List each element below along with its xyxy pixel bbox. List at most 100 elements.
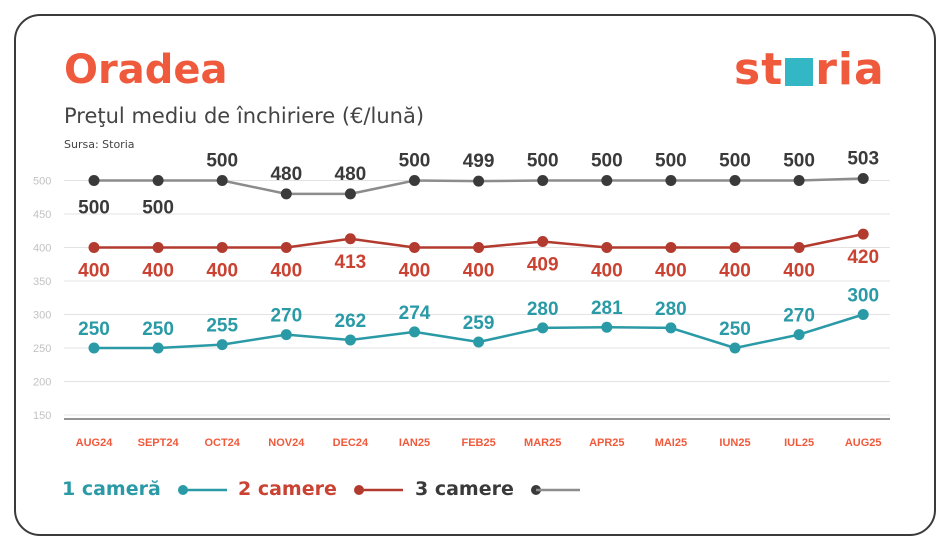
y-tick-label: 250 [33,343,51,355]
data-label-two-rooms: 400 [783,261,815,282]
data-label-three-rooms: 499 [463,151,495,172]
chart-city-title: Oradea [64,47,228,93]
point-two-rooms [601,242,613,253]
data-label-two-rooms: 400 [142,261,174,282]
x-tick-label: AUG24 [76,437,114,449]
point-two-rooms [537,235,549,247]
data-label-three-rooms: 500 [527,151,559,172]
y-tick-label: 200 [33,377,51,389]
point-three-rooms [473,175,485,187]
point-two-rooms [857,228,869,240]
y-tick-label: 300 [33,310,51,322]
point-one-room [537,322,549,334]
x-tick-label: AUG25 [845,437,882,449]
point-one-room [729,342,741,354]
point-three-rooms [665,175,677,186]
data-label-one-room: 270 [270,306,302,327]
x-tick-label: IAN25 [399,437,430,449]
legend-one-room-label: 1 cameră [62,478,161,500]
point-three-rooms [216,175,228,186]
data-label-three-rooms: 500 [591,151,623,172]
point-three-rooms [344,188,356,200]
data-label-two-rooms: 400 [463,261,495,282]
chart-source: Sursa: Storia [64,138,135,151]
data-label-three-rooms: 500 [783,151,815,172]
data-label-two-rooms: 400 [399,261,431,282]
point-one-room [216,339,228,351]
data-label-one-room: 280 [527,299,559,320]
x-tick-label: MAR25 [524,437,561,449]
point-three-rooms [601,175,613,186]
data-label-two-rooms: 400 [719,261,751,282]
x-tick-label: IUL25 [784,437,814,449]
data-label-two-rooms: 413 [335,252,367,273]
data-label-two-rooms: 409 [527,254,559,275]
data-label-two-rooms: 400 [206,261,238,282]
y-tick-label: 350 [33,276,51,288]
x-tick-label: APR25 [589,437,624,449]
point-one-room [793,329,805,341]
x-tick-label: MAI25 [655,437,687,449]
point-one-room [344,334,356,346]
point-two-rooms [88,242,100,253]
data-label-three-rooms: 500 [78,198,110,219]
x-tick-label: NOV24 [268,437,305,449]
point-one-room [409,326,420,338]
point-three-rooms [537,175,549,186]
point-two-rooms [216,242,228,253]
data-label-one-room: 250 [142,319,174,340]
x-tick-label: FEB25 [461,437,495,449]
x-tick-label: DEC24 [333,437,369,449]
legend-three-rooms-label: 3 camere [415,478,514,500]
point-three-rooms [88,175,100,186]
point-one-room [152,342,164,354]
point-two-rooms [280,242,292,253]
data-label-one-room: 250 [719,319,751,340]
legend-two-rooms: 2 camere [238,478,405,500]
point-three-rooms [409,175,420,186]
point-two-rooms [665,242,677,253]
data-label-one-room: 255 [206,316,238,337]
legend-one-room: 1 cameră [62,478,229,500]
data-label-two-rooms: 400 [591,261,623,282]
point-one-room [473,336,485,348]
legend-three-rooms-marker [531,484,581,495]
x-tick-label: IUN25 [719,437,750,449]
logo-text-left: st [734,44,784,95]
point-one-room [665,322,677,334]
chart-card [14,14,936,536]
data-label-one-room: 281 [591,298,623,319]
point-one-room [601,321,613,333]
point-one-room [88,342,100,354]
point-two-rooms [344,233,356,245]
point-three-rooms [729,175,741,186]
point-two-rooms [473,242,485,253]
data-label-three-rooms: 500 [142,198,174,219]
data-label-one-room: 262 [335,311,367,332]
point-three-rooms [152,175,164,186]
y-tick-label: 450 [33,209,51,221]
x-tick-label: OCT24 [204,437,240,449]
data-label-three-rooms: 480 [270,164,302,185]
point-three-rooms [280,188,292,200]
y-tick-label: 400 [33,243,51,255]
logo-text-right: ria [815,44,885,95]
data-label-two-rooms: 400 [78,261,110,282]
point-three-rooms [857,172,869,184]
data-label-one-room: 274 [399,303,431,324]
data-label-three-rooms: 500 [655,151,687,172]
legend-three-rooms: 3 camere [415,478,582,500]
storia-logo: st ria [734,48,885,92]
legend-two-rooms-marker [354,484,404,495]
data-label-two-rooms: 400 [270,261,302,282]
data-label-two-rooms: 420 [847,247,879,268]
data-label-three-rooms: 500 [719,151,751,172]
data-label-one-room: 300 [847,286,879,307]
point-two-rooms [152,242,164,253]
data-label-one-room: 250 [78,319,110,340]
legend-one-room-marker [178,484,228,495]
x-tick-label: SEPT24 [138,437,180,449]
data-label-three-rooms: 503 [847,148,879,169]
data-label-one-room: 270 [783,306,815,327]
